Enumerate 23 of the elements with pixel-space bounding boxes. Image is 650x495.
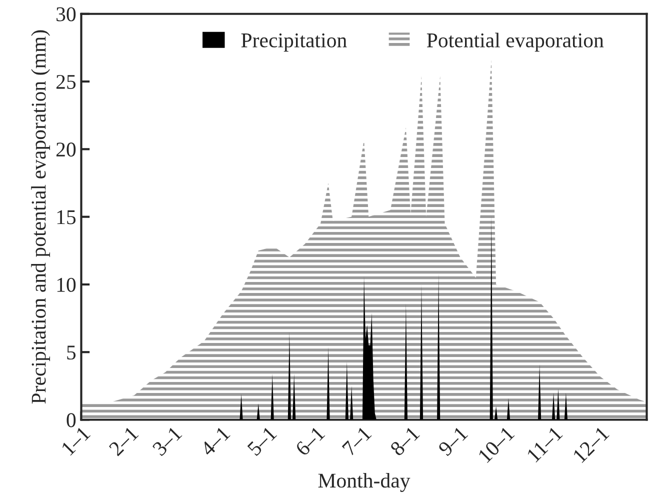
x-tick-label: 1–1 xyxy=(60,426,91,456)
x-axis-title: Month-day xyxy=(318,473,410,492)
x-tick-label: 2–1 xyxy=(108,426,139,456)
x-tick-label: 9–1 xyxy=(438,426,468,457)
x-tick-label: 10–1 xyxy=(478,426,515,464)
x-tick-label: 7–1 xyxy=(342,426,372,456)
y-tick-label: 15 xyxy=(57,210,76,224)
x-tick-label: 12–1 xyxy=(572,426,610,464)
x-tick-label: 4–1 xyxy=(200,426,230,457)
y-tick-label: 25 xyxy=(56,74,76,89)
y-tick-label: 20 xyxy=(56,142,76,157)
y-axis-title: Precipitation and potential evaporation (mm) xyxy=(31,30,50,404)
y-tick-label: 0 xyxy=(66,413,76,428)
y-tick-label: 10 xyxy=(57,278,76,292)
y-tick-label: 5 xyxy=(67,346,76,360)
legend-label: Potential evaporation xyxy=(426,32,604,52)
x-tick-label: 11–1 xyxy=(526,426,563,462)
x-tick-label: 8–1 xyxy=(389,426,420,457)
x-tick-label: 3–1 xyxy=(152,426,182,456)
x-tick-label: 6–1 xyxy=(294,426,326,456)
legend-label: Precipitation xyxy=(241,33,347,52)
x-tick-label: 5–1 xyxy=(246,426,278,456)
y-tick-label: 30 xyxy=(56,7,76,22)
